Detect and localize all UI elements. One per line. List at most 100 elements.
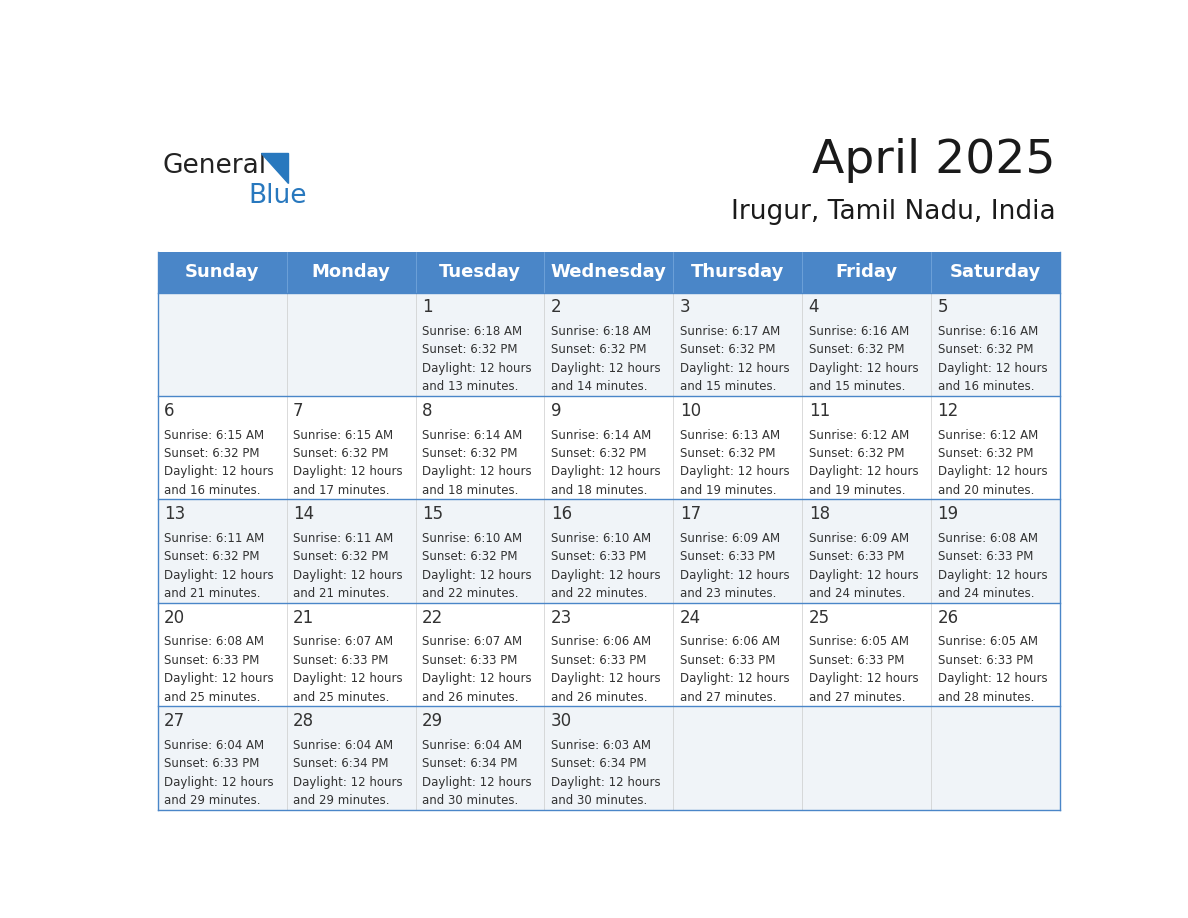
Text: 15: 15: [422, 505, 443, 523]
Text: Daylight: 12 hours: Daylight: 12 hours: [937, 569, 1047, 582]
Text: Sunrise: 6:11 AM: Sunrise: 6:11 AM: [293, 532, 393, 545]
Text: 24: 24: [680, 609, 701, 627]
Text: Sunset: 6:32 PM: Sunset: 6:32 PM: [164, 551, 260, 564]
Text: Daylight: 12 hours: Daylight: 12 hours: [164, 672, 273, 685]
Text: Daylight: 12 hours: Daylight: 12 hours: [551, 672, 661, 685]
Text: and 24 minutes.: and 24 minutes.: [809, 588, 905, 600]
Text: Sunrise: 6:16 AM: Sunrise: 6:16 AM: [937, 325, 1038, 338]
Text: Sunrise: 6:04 AM: Sunrise: 6:04 AM: [293, 739, 393, 752]
Text: Sunset: 6:33 PM: Sunset: 6:33 PM: [680, 654, 775, 666]
Text: Sunrise: 6:13 AM: Sunrise: 6:13 AM: [680, 429, 779, 442]
Text: Daylight: 12 hours: Daylight: 12 hours: [937, 362, 1047, 375]
Text: Daylight: 12 hours: Daylight: 12 hours: [680, 672, 789, 685]
Text: and 21 minutes.: and 21 minutes.: [293, 588, 390, 600]
Text: Sunrise: 6:04 AM: Sunrise: 6:04 AM: [164, 739, 264, 752]
Text: Daylight: 12 hours: Daylight: 12 hours: [422, 362, 531, 375]
Text: and 14 minutes.: and 14 minutes.: [551, 380, 647, 393]
Text: and 29 minutes.: and 29 minutes.: [293, 794, 390, 807]
Text: and 18 minutes.: and 18 minutes.: [551, 484, 647, 497]
Text: Sunset: 6:33 PM: Sunset: 6:33 PM: [293, 654, 388, 666]
Text: and 20 minutes.: and 20 minutes.: [937, 484, 1034, 497]
Text: and 18 minutes.: and 18 minutes.: [422, 484, 518, 497]
Text: Daylight: 12 hours: Daylight: 12 hours: [809, 569, 918, 582]
Bar: [158, 603, 1060, 707]
Text: 14: 14: [293, 505, 314, 523]
Text: Daylight: 12 hours: Daylight: 12 hours: [422, 672, 531, 685]
Text: 6: 6: [164, 402, 175, 420]
Text: 26: 26: [937, 609, 959, 627]
Text: 27: 27: [164, 712, 185, 730]
Text: and 30 minutes.: and 30 minutes.: [422, 794, 518, 807]
Text: Sunset: 6:33 PM: Sunset: 6:33 PM: [680, 551, 775, 564]
Text: Daylight: 12 hours: Daylight: 12 hours: [680, 465, 789, 478]
Text: Sunset: 6:32 PM: Sunset: 6:32 PM: [164, 447, 260, 460]
Text: General: General: [163, 152, 266, 179]
Bar: [158, 396, 1060, 499]
Text: Sunset: 6:33 PM: Sunset: 6:33 PM: [551, 551, 646, 564]
Text: and 19 minutes.: and 19 minutes.: [809, 484, 905, 497]
Text: Sunrise: 6:05 AM: Sunrise: 6:05 AM: [937, 635, 1037, 648]
Text: 7: 7: [293, 402, 304, 420]
Text: 18: 18: [809, 505, 829, 523]
Text: Daylight: 12 hours: Daylight: 12 hours: [422, 776, 531, 789]
Text: Sunset: 6:32 PM: Sunset: 6:32 PM: [293, 551, 388, 564]
Text: Sunrise: 6:05 AM: Sunrise: 6:05 AM: [809, 635, 909, 648]
Bar: [158, 252, 1060, 293]
Text: Sunrise: 6:07 AM: Sunrise: 6:07 AM: [422, 635, 522, 648]
Text: Sunrise: 6:16 AM: Sunrise: 6:16 AM: [809, 325, 909, 338]
Text: Sunset: 6:32 PM: Sunset: 6:32 PM: [937, 447, 1034, 460]
Text: and 29 minutes.: and 29 minutes.: [164, 794, 260, 807]
Text: 10: 10: [680, 402, 701, 420]
Text: and 24 minutes.: and 24 minutes.: [937, 588, 1034, 600]
Text: Sunrise: 6:14 AM: Sunrise: 6:14 AM: [422, 429, 523, 442]
Text: 16: 16: [551, 505, 571, 523]
Text: 12: 12: [937, 402, 959, 420]
Text: Sunset: 6:32 PM: Sunset: 6:32 PM: [680, 447, 776, 460]
Text: Sunrise: 6:17 AM: Sunrise: 6:17 AM: [680, 325, 781, 338]
Text: Sunrise: 6:06 AM: Sunrise: 6:06 AM: [680, 635, 779, 648]
Text: Sunrise: 6:06 AM: Sunrise: 6:06 AM: [551, 635, 651, 648]
Text: 8: 8: [422, 402, 432, 420]
Text: Sunrise: 6:18 AM: Sunrise: 6:18 AM: [422, 325, 522, 338]
Text: Sunrise: 6:10 AM: Sunrise: 6:10 AM: [422, 532, 522, 545]
Text: 20: 20: [164, 609, 185, 627]
Text: and 25 minutes.: and 25 minutes.: [293, 690, 390, 703]
Text: Thursday: Thursday: [691, 263, 784, 281]
Text: and 17 minutes.: and 17 minutes.: [293, 484, 390, 497]
Text: Daylight: 12 hours: Daylight: 12 hours: [293, 465, 403, 478]
Text: and 30 minutes.: and 30 minutes.: [551, 794, 647, 807]
Text: Daylight: 12 hours: Daylight: 12 hours: [551, 362, 661, 375]
Text: and 19 minutes.: and 19 minutes.: [680, 484, 776, 497]
Text: and 25 minutes.: and 25 minutes.: [164, 690, 260, 703]
Text: Daylight: 12 hours: Daylight: 12 hours: [680, 362, 789, 375]
Text: Daylight: 12 hours: Daylight: 12 hours: [164, 465, 273, 478]
Text: Daylight: 12 hours: Daylight: 12 hours: [680, 569, 789, 582]
Text: and 22 minutes.: and 22 minutes.: [551, 588, 647, 600]
Text: Sunset: 6:32 PM: Sunset: 6:32 PM: [809, 447, 904, 460]
Text: Sunset: 6:33 PM: Sunset: 6:33 PM: [164, 757, 259, 770]
Text: Sunset: 6:32 PM: Sunset: 6:32 PM: [293, 447, 388, 460]
Text: Daylight: 12 hours: Daylight: 12 hours: [937, 672, 1047, 685]
Text: Sunrise: 6:12 AM: Sunrise: 6:12 AM: [809, 429, 909, 442]
Bar: [158, 293, 1060, 396]
Text: Sunset: 6:34 PM: Sunset: 6:34 PM: [551, 757, 646, 770]
Text: 29: 29: [422, 712, 443, 730]
Text: Sunrise: 6:08 AM: Sunrise: 6:08 AM: [937, 532, 1037, 545]
Text: and 27 minutes.: and 27 minutes.: [809, 690, 905, 703]
Text: Sunset: 6:32 PM: Sunset: 6:32 PM: [551, 343, 646, 356]
Text: Wednesday: Wednesday: [551, 263, 666, 281]
Text: 13: 13: [164, 505, 185, 523]
Text: 22: 22: [422, 609, 443, 627]
Text: 23: 23: [551, 609, 573, 627]
Text: Daylight: 12 hours: Daylight: 12 hours: [293, 569, 403, 582]
Text: and 15 minutes.: and 15 minutes.: [809, 380, 905, 393]
Text: April 2025: April 2025: [811, 139, 1055, 184]
Text: Sunset: 6:32 PM: Sunset: 6:32 PM: [551, 447, 646, 460]
Text: and 22 minutes.: and 22 minutes.: [422, 588, 518, 600]
Text: 21: 21: [293, 609, 315, 627]
Text: Sunset: 6:33 PM: Sunset: 6:33 PM: [809, 654, 904, 666]
Text: Sunrise: 6:12 AM: Sunrise: 6:12 AM: [937, 429, 1038, 442]
Text: Monday: Monday: [311, 263, 391, 281]
Text: Sunrise: 6:09 AM: Sunrise: 6:09 AM: [680, 532, 779, 545]
Text: Daylight: 12 hours: Daylight: 12 hours: [551, 569, 661, 582]
